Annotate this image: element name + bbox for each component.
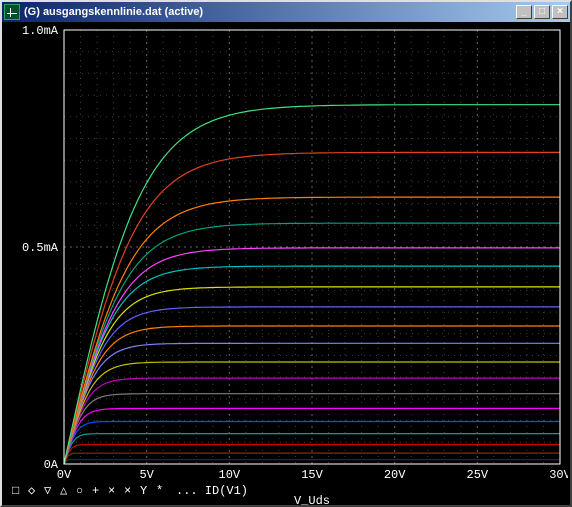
- svg-text:×: ×: [124, 484, 131, 498]
- svg-text:25V: 25V: [467, 468, 489, 482]
- maximize-button[interactable]: □: [534, 5, 550, 19]
- svg-text:+: +: [92, 484, 99, 498]
- close-button[interactable]: ×: [552, 5, 568, 19]
- svg-text:0A: 0A: [44, 458, 59, 472]
- titlebar[interactable]: (G) ausgangskennlinie.dat (active) _ □ ×: [2, 2, 570, 22]
- svg-text:○: ○: [76, 484, 83, 498]
- svg-text:15V: 15V: [301, 468, 323, 482]
- app-icon: [4, 4, 20, 20]
- svg-text:▽: ▽: [44, 484, 52, 498]
- svg-text:10V: 10V: [219, 468, 241, 482]
- chart-svg: 0V 5V 10V 15V 20V 25V 30V 0A 0.5mA 1.0mA V_Uds □ ◇ ▽ △…: [4, 24, 568, 505]
- svg-text:△: △: [60, 484, 68, 498]
- svg-text:□: □: [12, 484, 19, 498]
- plot-area: 0V 5V 10V 15V 20V 25V 30V 0A 0.5mA 1.0mA V_Uds □ ◇ ▽ △…: [4, 24, 568, 503]
- svg-text:V_Uds: V_Uds: [294, 494, 330, 505]
- svg-text:... ID(V1): ... ID(V1): [176, 484, 248, 498]
- svg-text:0.5mA: 0.5mA: [22, 241, 59, 255]
- minimize-button[interactable]: _: [516, 5, 532, 19]
- svg-text:×: ×: [108, 484, 115, 498]
- svg-text:Y: Y: [140, 484, 147, 498]
- app-window: (G) ausgangskennlinie.dat (active) _ □ ×…: [0, 0, 572, 507]
- svg-text:◇: ◇: [28, 484, 36, 498]
- svg-text:0V: 0V: [57, 468, 72, 482]
- window-buttons: _ □ ×: [516, 5, 568, 19]
- svg-text:30V: 30V: [549, 468, 568, 482]
- svg-text:1.0mA: 1.0mA: [22, 24, 59, 38]
- svg-text:5V: 5V: [139, 468, 154, 482]
- window-title: (G) ausgangskennlinie.dat (active): [24, 6, 516, 18]
- svg-text:20V: 20V: [384, 468, 406, 482]
- svg-text:*: *: [156, 484, 163, 498]
